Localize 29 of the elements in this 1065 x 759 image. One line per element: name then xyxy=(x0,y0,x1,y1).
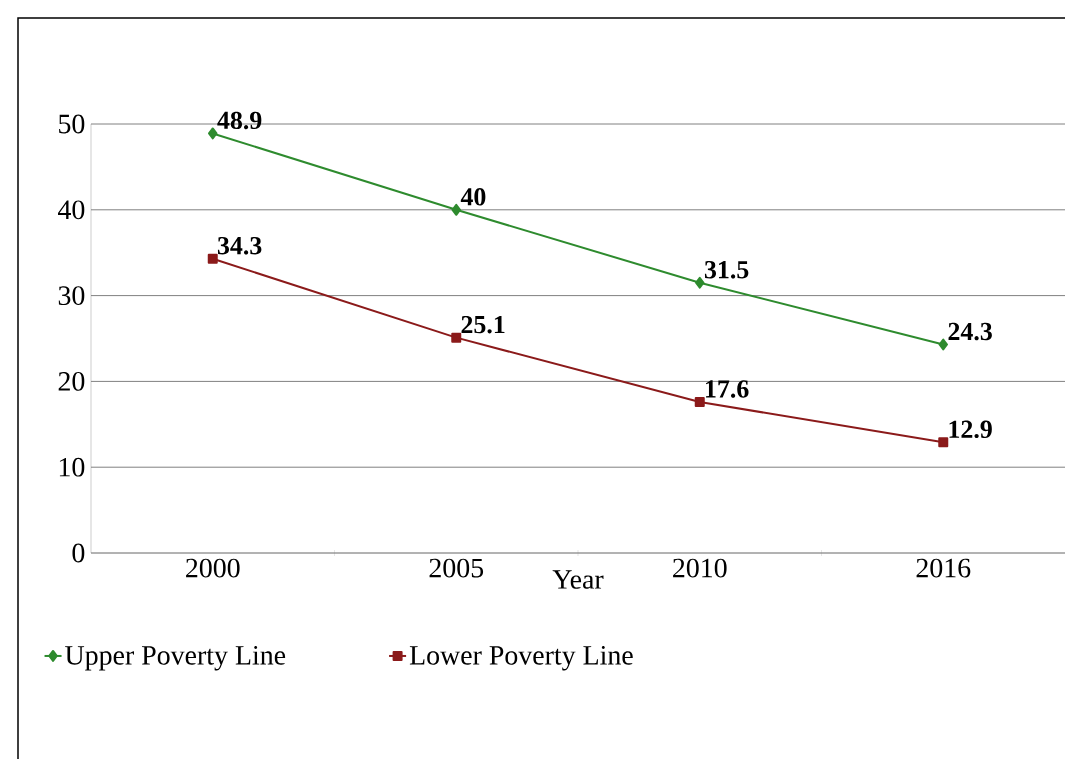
point xyxy=(207,253,218,264)
y-tick-label: 20 xyxy=(58,371,85,391)
data-label: 40 xyxy=(460,188,486,206)
legend-label: Upper Poverty Line xyxy=(65,645,286,671)
point xyxy=(938,338,949,351)
data-label: 12.9 xyxy=(949,420,992,439)
data-label: 17.6 xyxy=(706,380,749,398)
y-tick-label: 50 xyxy=(59,114,85,134)
y-tick-label: 0 xyxy=(72,543,85,563)
data-label: 34.3 xyxy=(217,236,262,255)
point xyxy=(938,437,949,448)
x-tick-label: 2016 xyxy=(916,558,971,578)
data-label: 24.3 xyxy=(948,322,992,341)
y-tick-label: 40 xyxy=(58,200,85,220)
point xyxy=(451,332,462,343)
point xyxy=(695,276,705,289)
data-label: 25.1 xyxy=(461,315,505,334)
legend-label: Lower Poverty Line xyxy=(409,645,633,671)
x-tick-label: 2005 xyxy=(429,558,484,578)
y-tick-label: 30 xyxy=(58,286,85,305)
data-label: 48.9 xyxy=(217,111,262,130)
x-tick-label: 2010 xyxy=(673,558,727,578)
point xyxy=(694,396,705,407)
data-label: 31.5 xyxy=(704,261,749,279)
point xyxy=(208,127,218,140)
x-axis-title: Year xyxy=(552,570,604,589)
y-tick-label: 10 xyxy=(59,457,85,477)
point xyxy=(451,203,461,216)
x-tick-label: 2000 xyxy=(186,558,240,578)
